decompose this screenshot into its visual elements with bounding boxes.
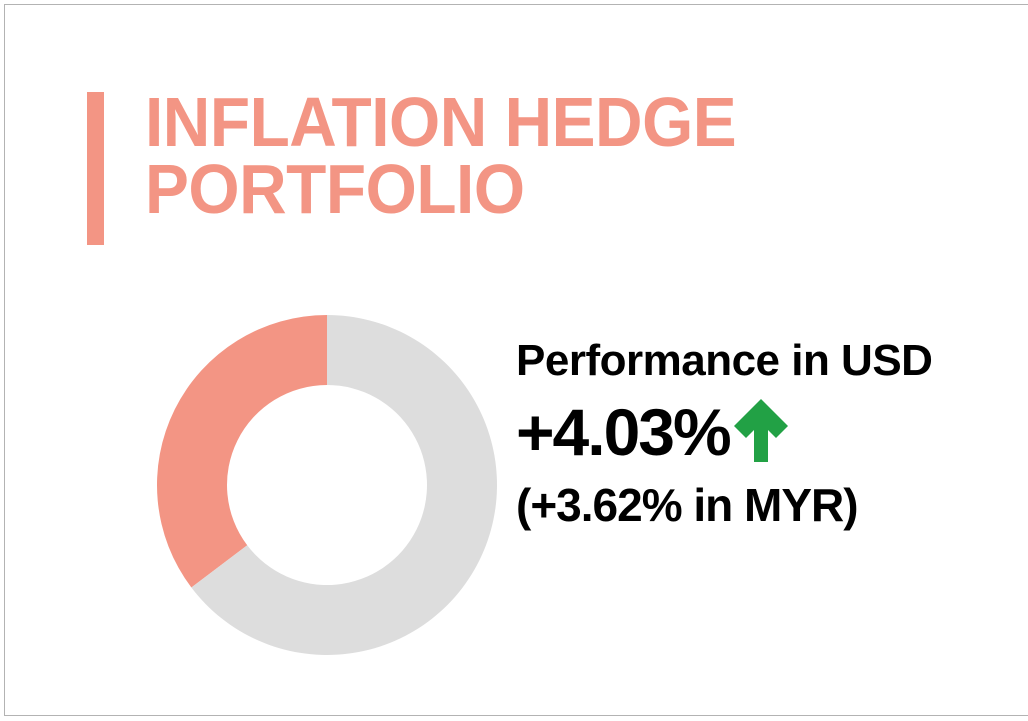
portfolio-card: INFLATION HEDGE PORTFOLIO Performance in…	[4, 4, 1028, 716]
page-title: INFLATION HEDGE PORTFOLIO	[145, 83, 737, 228]
performance-value: +4.03%	[516, 395, 732, 469]
donut-slice-remaining	[191, 315, 497, 655]
performance-secondary-value: (+3.62% in MYR)	[516, 479, 859, 531]
title-accent-bar	[87, 92, 104, 245]
donut-slice-allocated	[157, 315, 327, 588]
performance-main-row: +4.03%	[516, 394, 986, 470]
performance-panel: Performance in USD +4.03% (+3.62% in MYR…	[516, 336, 986, 531]
performance-label: Performance in USD	[516, 336, 933, 385]
allocation-donut-chart	[157, 315, 497, 655]
arrow-up-icon	[733, 399, 788, 462]
donut-slice-group	[157, 315, 497, 655]
donut-chart-svg	[157, 315, 497, 655]
page-title-block: INFLATION HEDGE PORTFOLIO	[87, 83, 774, 245]
